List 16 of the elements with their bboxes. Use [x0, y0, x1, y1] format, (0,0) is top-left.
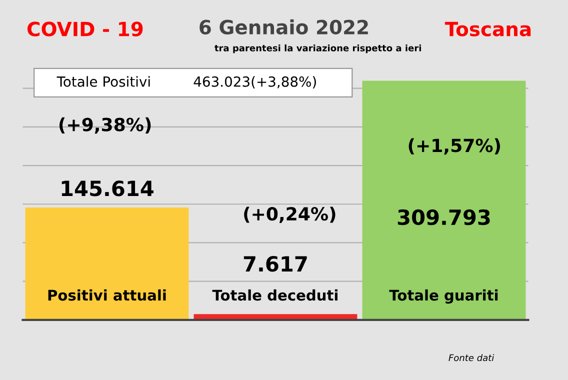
- annotation: 463.023(+3,88%): [194, 76, 316, 89]
- data-label: 309.793: [398, 209, 490, 226]
- annotation: (+0,24%): [244, 206, 336, 223]
- data-label: 7.617: [244, 256, 307, 272]
- chart-subtitle: tra parentesi la variazione rispetto a ieri: [214, 44, 421, 54]
- text: COVID - 19: [27, 22, 143, 36]
- annotation: Totale Positivi: [56, 76, 150, 87]
- data-label: 145.614: [62, 180, 154, 196]
- x-tick-label: Positivi attuali: [48, 289, 166, 301]
- source-note: Fonte dati: [448, 354, 494, 362]
- chart-title: 6 Gennaio 2022: [200, 19, 368, 34]
- x-tick-label: Totale deceduti: [212, 289, 338, 301]
- annotation: (+1,57%): [408, 138, 500, 155]
- annotation: (+9,38%): [59, 117, 151, 134]
- text: Toscana: [444, 22, 531, 36]
- x-tick-label: Totale guariti: [389, 289, 498, 304]
